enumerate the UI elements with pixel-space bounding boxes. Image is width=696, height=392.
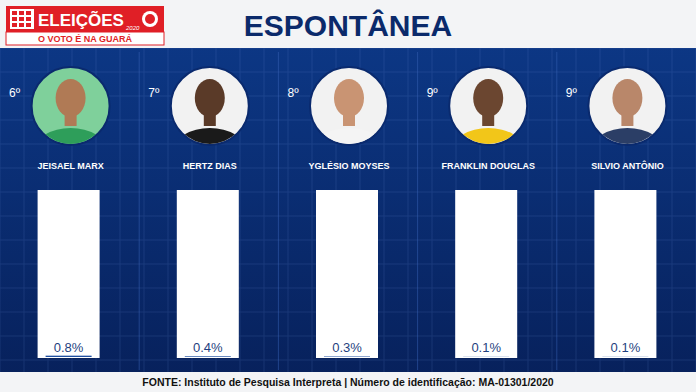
photo-head	[473, 79, 503, 117]
photo-body	[313, 128, 385, 172]
deco-line	[0, 48, 1, 372]
bar-track	[316, 190, 378, 358]
bar	[185, 356, 231, 357]
photo-person	[591, 79, 663, 172]
logo-icon-cell	[12, 11, 17, 15]
photo	[449, 67, 527, 172]
bar-track	[38, 190, 100, 358]
logo-icon-cell	[19, 23, 24, 27]
category-label: YGLÉSIO MOYSES	[308, 161, 389, 171]
deco-line	[120, 48, 121, 372]
photo	[32, 67, 110, 172]
rank: 8º	[287, 86, 299, 100]
bars	[46, 356, 649, 357]
logo-icon	[10, 9, 34, 29]
photo-neck	[621, 112, 633, 126]
photo-person	[35, 79, 107, 172]
photo-person	[174, 79, 246, 172]
bar	[463, 356, 509, 357]
bar-track	[594, 190, 656, 358]
logo-box	[6, 6, 164, 32]
photo-body	[35, 128, 107, 172]
logo-icon-cell	[26, 11, 31, 15]
background	[0, 0, 696, 392]
photo	[310, 67, 388, 172]
bar	[324, 356, 370, 357]
logo-year: 2020	[125, 25, 140, 31]
data-label: 0.8%	[54, 340, 84, 355]
photo-head	[334, 79, 364, 117]
photo-head	[612, 79, 642, 117]
separator	[556, 52, 557, 370]
separator	[278, 52, 279, 370]
rank: 9º	[427, 86, 439, 100]
rank: 9º	[566, 86, 578, 100]
photo	[171, 67, 249, 172]
logo-icon-cell	[12, 23, 17, 27]
photo-neck	[343, 112, 355, 126]
logo-icon-cell	[19, 11, 24, 15]
photo-head	[195, 79, 225, 117]
deco-line	[672, 48, 673, 372]
footer-band	[0, 372, 696, 392]
logo-dot-inner	[145, 14, 155, 24]
deco-line	[528, 48, 529, 372]
logo-icon-cell	[26, 23, 31, 27]
bar	[602, 356, 648, 357]
separator	[139, 52, 140, 370]
photo-person	[313, 79, 385, 172]
data-label: 0.1%	[471, 340, 501, 355]
deco-line	[168, 48, 169, 372]
rank: 6º	[9, 86, 21, 100]
deco-line	[24, 48, 25, 372]
photo-body	[174, 128, 246, 172]
photo-neck	[482, 112, 494, 126]
data-label: 0.1%	[611, 340, 641, 355]
category-label: SILVIO ANTÔNIO	[591, 160, 664, 171]
logo-slogan: O VOTO É NA GUARÁ	[38, 34, 133, 44]
logo-icon-cell	[19, 17, 24, 21]
photo-person	[452, 79, 524, 172]
separator	[417, 52, 418, 370]
logo-dot	[142, 11, 158, 27]
photo-head	[56, 79, 86, 117]
title: ESPONTÂNEA	[244, 9, 452, 42]
deco-line	[264, 48, 265, 372]
source: FONTE: Instituto de Pesquisa Interpreta …	[142, 376, 554, 388]
photo	[588, 67, 666, 172]
data-label: 0.3%	[332, 340, 362, 355]
header-band	[0, 0, 696, 48]
logo-icon-cell	[12, 17, 17, 21]
bar-track	[177, 190, 239, 358]
logo: ELEIÇÕES2020 O VOTO É NA GUARÁ	[6, 6, 164, 45]
deco-line	[408, 48, 409, 372]
category-label: HERTZ DIAS	[183, 161, 237, 171]
tracks	[38, 190, 657, 358]
photo-neck	[65, 112, 77, 126]
category-label: JEISAEL MARX	[37, 161, 103, 171]
deco-line	[0, 360, 696, 361]
data-label: 0.4%	[193, 340, 223, 355]
deco-line	[144, 48, 145, 372]
logo-strip	[6, 32, 164, 45]
deco-line	[552, 48, 553, 372]
decoration	[0, 48, 696, 372]
category-label: FRANKLIN DOUGLAS	[441, 161, 535, 171]
logo-brand: ELEIÇÕES	[38, 10, 124, 30]
photo-body	[591, 128, 663, 172]
page: ESPONTÂNEA ELEIÇÕES2020 O VOTO É NA GUARÁ 6…	[0, 0, 696, 392]
photo-neck	[204, 112, 216, 126]
photo-body	[452, 128, 524, 172]
rank: 7º	[148, 86, 160, 100]
logo-icon-cell	[26, 17, 31, 21]
bar-track	[455, 190, 517, 358]
bar	[46, 356, 92, 357]
